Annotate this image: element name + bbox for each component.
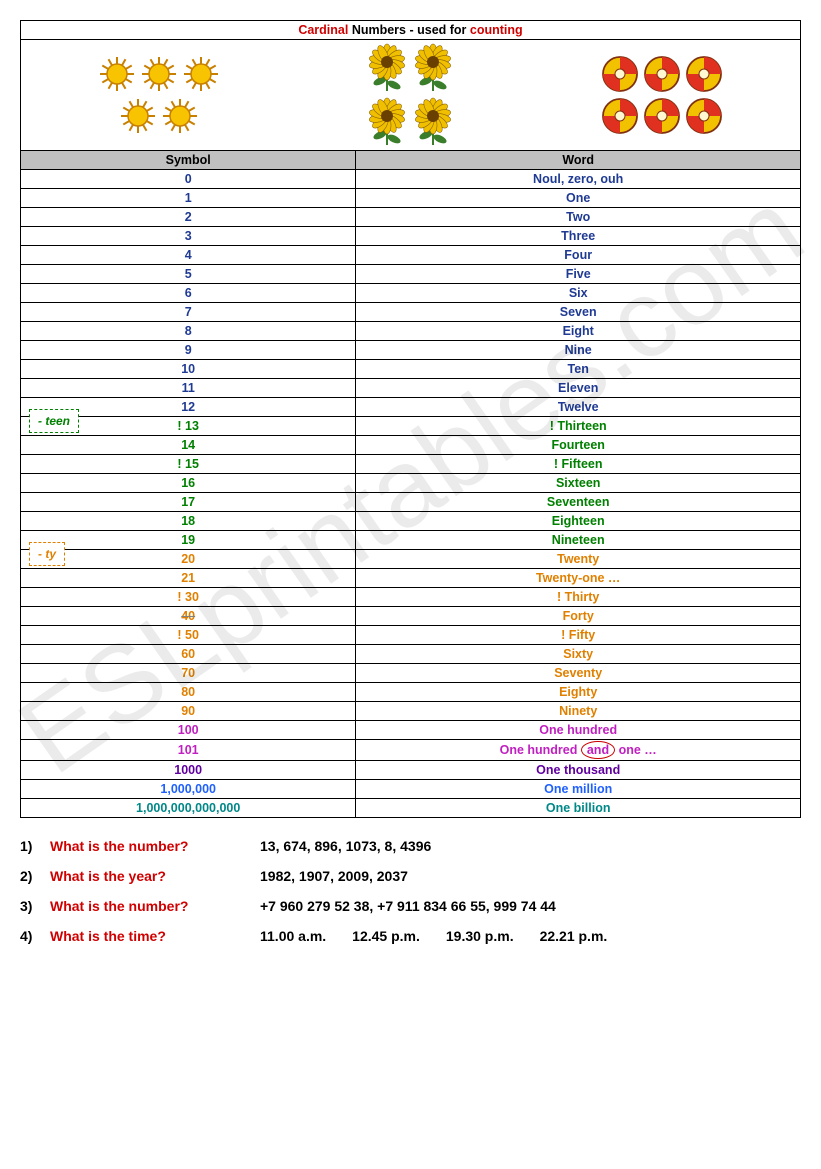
symbol-cell: 9 bbox=[21, 341, 356, 360]
flower-group bbox=[364, 41, 456, 149]
word-cell: Four bbox=[356, 246, 801, 265]
word-cell: Seventy bbox=[356, 664, 801, 683]
exercise-row: 1)What is the number?13, 674, 896, 1073,… bbox=[20, 838, 801, 854]
word-cell: Two bbox=[356, 208, 801, 227]
exercise-question: What is the time? bbox=[50, 928, 260, 944]
word-cell: Twenty bbox=[356, 550, 801, 569]
word-cell: Seventeen bbox=[356, 493, 801, 512]
word-cell: Eleven bbox=[356, 379, 801, 398]
exercise-question: What is the year? bbox=[50, 868, 260, 884]
word-cell: Ten bbox=[356, 360, 801, 379]
symbol-cell: 10 bbox=[21, 360, 356, 379]
symbol-cell: 11 bbox=[21, 379, 356, 398]
symbol-cell: 16 bbox=[21, 474, 356, 493]
symbol-cell: 0 bbox=[21, 170, 356, 189]
word-cell: Fourteen bbox=[356, 436, 801, 455]
exercise-answer: 13, 674, 896, 1073, 8, 4396 bbox=[260, 838, 801, 854]
exercise-number: 3) bbox=[20, 898, 50, 914]
exercises: 1)What is the number?13, 674, 896, 1073,… bbox=[20, 838, 801, 944]
word-cell: Three bbox=[356, 227, 801, 246]
word-cell: One thousand bbox=[356, 761, 801, 780]
symbol-cell: 18 bbox=[21, 512, 356, 531]
symbol-cell: 14 bbox=[21, 436, 356, 455]
symbol-cell: 4 bbox=[21, 246, 356, 265]
word-cell: Eighty bbox=[356, 683, 801, 702]
title-part3: counting bbox=[470, 23, 523, 37]
symbol-cell: 60 bbox=[21, 645, 356, 664]
exercise-row: 2)What is the year?1982, 1907, 2009, 203… bbox=[20, 868, 801, 884]
word-cell: ! Fifty bbox=[356, 626, 801, 645]
word-cell: Twelve bbox=[356, 398, 801, 417]
symbol-cell: ! 13- teen bbox=[21, 417, 356, 436]
exercise-row: 4)What is the time?11.00 a.m.12.45 p.m.1… bbox=[20, 928, 801, 944]
symbol-cell: 80 bbox=[21, 683, 356, 702]
word-cell: Sixteen bbox=[356, 474, 801, 493]
word-cell: ! Thirteen bbox=[356, 417, 801, 436]
title-part2: Numbers - used for bbox=[348, 23, 470, 37]
word-cell: Six bbox=[356, 284, 801, 303]
symbol-cell: 1,000,000,000,000 bbox=[21, 799, 356, 818]
word-cell: Nineteen bbox=[356, 531, 801, 550]
word-cell: Five bbox=[356, 265, 801, 284]
numbers-table: Cardinal Numbers - used for counting bbox=[20, 20, 801, 818]
word-cell: Nine bbox=[356, 341, 801, 360]
symbol-cell: 2 bbox=[21, 208, 356, 227]
symbol-cell: 101 bbox=[21, 740, 356, 761]
word-cell: One hundred bbox=[356, 721, 801, 740]
exercise-number: 4) bbox=[20, 928, 50, 944]
symbol-cell: 21 bbox=[21, 569, 356, 588]
word-cell: Seven bbox=[356, 303, 801, 322]
symbol-cell: 20- ty bbox=[21, 550, 356, 569]
symbol-cell: 3 bbox=[21, 227, 356, 246]
symbol-cell: 6 bbox=[21, 284, 356, 303]
symbol-cell: 100 bbox=[21, 721, 356, 740]
symbol-cell: 17 bbox=[21, 493, 356, 512]
col-symbol: Symbol bbox=[21, 151, 356, 170]
symbol-cell: 40 bbox=[21, 607, 356, 626]
word-cell: One billion bbox=[356, 799, 801, 818]
symbol-cell: 8 bbox=[21, 322, 356, 341]
symbol-cell: 1,000,000 bbox=[21, 780, 356, 799]
word-cell: Forty bbox=[356, 607, 801, 626]
exercise-question: What is the number? bbox=[50, 898, 260, 914]
word-cell: One bbox=[356, 189, 801, 208]
word-cell: Ninety bbox=[356, 702, 801, 721]
exercise-number: 1) bbox=[20, 838, 50, 854]
symbol-cell: ! 15 bbox=[21, 455, 356, 474]
title-part1: Cardinal bbox=[298, 23, 348, 37]
word-cell: Eighteen bbox=[356, 512, 801, 531]
symbol-cell: 1 bbox=[21, 189, 356, 208]
word-cell: Eight bbox=[356, 322, 801, 341]
symbol-cell: 1000 bbox=[21, 761, 356, 780]
ball-group bbox=[599, 53, 725, 137]
exercise-row: 3)What is the number?+7 960 279 52 38, +… bbox=[20, 898, 801, 914]
exercise-question: What is the number? bbox=[50, 838, 260, 854]
word-cell: ! Fifteen bbox=[356, 455, 801, 474]
symbol-cell: ! 30 bbox=[21, 588, 356, 607]
and-circle: and bbox=[581, 741, 615, 759]
exercise-answer: 11.00 a.m.12.45 p.m.19.30 p.m.22.21 p.m. bbox=[260, 928, 801, 944]
suffix-badge-ty: - ty bbox=[29, 542, 65, 566]
word-cell: One million bbox=[356, 780, 801, 799]
word-cell: One hundred and one … bbox=[356, 740, 801, 761]
symbol-cell: 90 bbox=[21, 702, 356, 721]
word-cell: Sixty bbox=[356, 645, 801, 664]
sun-group bbox=[96, 53, 222, 137]
exercise-number: 2) bbox=[20, 868, 50, 884]
word-cell: Twenty-one … bbox=[356, 569, 801, 588]
symbol-cell: 19 bbox=[21, 531, 356, 550]
symbol-cell: 7 bbox=[21, 303, 356, 322]
symbol-cell: ! 50 bbox=[21, 626, 356, 645]
symbol-cell: 70 bbox=[21, 664, 356, 683]
col-word: Word bbox=[356, 151, 801, 170]
exercise-answer: 1982, 1907, 2009, 2037 bbox=[260, 868, 801, 884]
word-cell: ! Thirty bbox=[356, 588, 801, 607]
symbol-cell: 5 bbox=[21, 265, 356, 284]
word-cell: Noul, zero, ouh bbox=[356, 170, 801, 189]
exercise-answer: +7 960 279 52 38, +7 911 834 66 55, 999 … bbox=[260, 898, 801, 914]
suffix-badge-teen: - teen bbox=[29, 409, 79, 433]
